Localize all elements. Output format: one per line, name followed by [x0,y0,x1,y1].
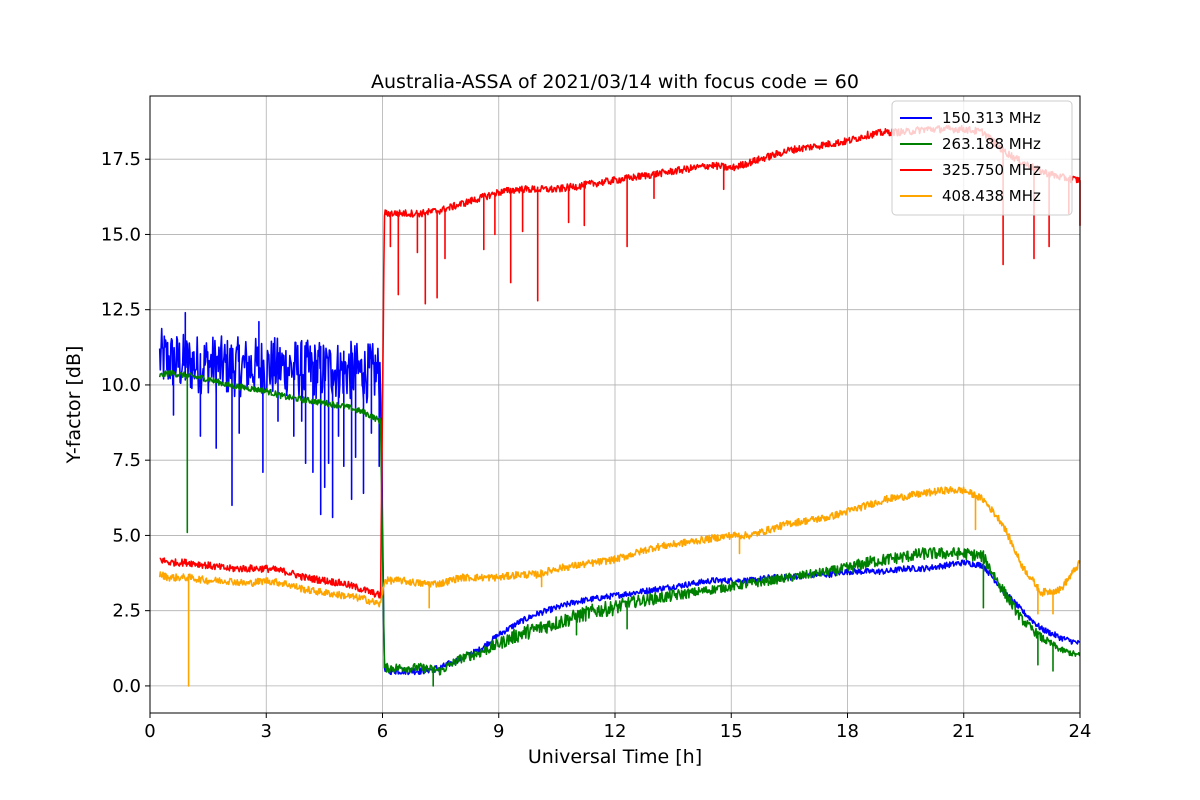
y-tick-label: 12.5 [101,300,141,321]
grid [150,96,1080,713]
axis-ticks: 0 3 6 9 12 15 18 21 24 0.0 2.5 5.0 7.5 10.0 12.5 15.0 17… [101,149,1092,742]
legend: 150.313 MHz 263.188 MHz 325.750 MHz 408.438… [891,100,1073,216]
x-tick-label: 18 [836,721,859,742]
legend-label: 150.313 MHz [942,109,1041,127]
y-tick-label: 15.0 [101,224,141,245]
x-tick-label: 12 [604,721,627,742]
y-tick-label: 0.0 [112,676,141,697]
x-tick-label: 15 [720,721,743,742]
series-line [158,486,1081,687]
x-tick-label: 9 [493,721,504,742]
y-tick-label: 7.5 [112,450,141,471]
x-axis-label: Universal Time [h] [528,746,702,768]
legend-label: 325.750 MHz [942,161,1041,179]
chart-title: Australia-ASSA of 2021/03/14 with focus … [371,71,859,93]
y-axis-label: Y-factor [dB] [63,346,85,465]
legend-box [891,100,1073,216]
series-line [158,369,1081,687]
series-line [158,311,1081,676]
x-tick-label: 24 [1069,721,1092,742]
y-tick-label: 5.0 [112,525,141,546]
y-tick-label: 2.5 [112,601,141,622]
x-tick-label: 21 [952,721,975,742]
x-tick-label: 0 [144,721,155,742]
y-tick-label: 17.5 [101,149,141,170]
legend-label: 263.188 MHz [942,135,1041,153]
x-tick-label: 3 [261,721,272,742]
x-tick-label: 6 [377,721,388,742]
y-tick-label: 10.0 [101,375,141,396]
legend-label: 408.438 MHz [942,187,1041,205]
